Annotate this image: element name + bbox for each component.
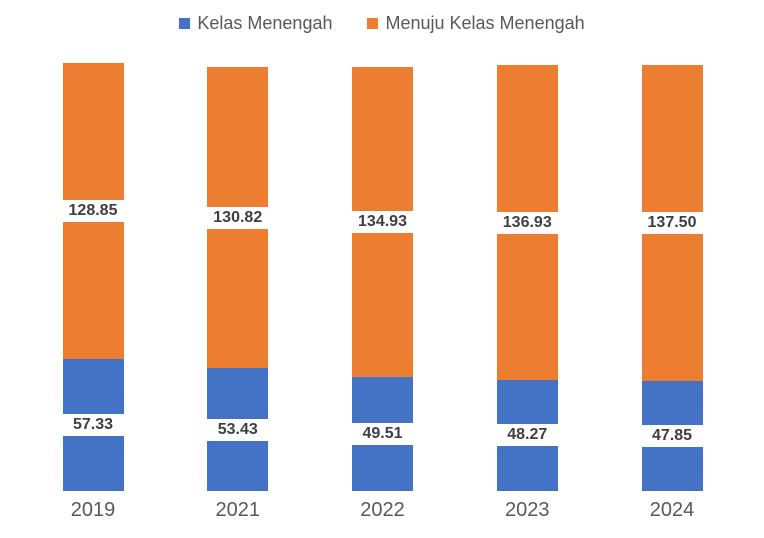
legend-item-kelas-menengah: Kelas Menengah <box>179 13 332 34</box>
legend-item-menuju-kelas-menengah: Menuju Kelas Menengah <box>367 13 585 34</box>
data-label-menuju-kelas-menengah-2019: 128.85 <box>61 199 125 222</box>
x-axis-label-2024: 2024 <box>649 499 695 521</box>
data-label-kelas-menengah-2021: 53.43 <box>205 418 270 441</box>
legend-label-menuju-kelas-menengah: Menuju Kelas Menengah <box>385 13 585 33</box>
chart-legend: Kelas Menengah Menuju Kelas Menengah <box>0 13 764 34</box>
data-label-kelas-menengah-2022: 49.51 <box>350 423 415 446</box>
data-label-menuju-kelas-menengah-2024: 137.50 <box>640 211 704 234</box>
data-label-kelas-menengah-2024: 47.85 <box>640 424 704 447</box>
legend-swatch-kelas-menengah <box>179 18 191 29</box>
x-axis-label-2019: 2019 <box>70 499 116 521</box>
x-axis-label-2021: 2021 <box>215 499 261 521</box>
data-label-menuju-kelas-menengah-2023: 136.93 <box>495 211 560 234</box>
data-label-kelas-menengah-2023: 48.27 <box>495 424 560 447</box>
data-label-kelas-menengah-2019: 57.33 <box>61 414 125 437</box>
legend-label-kelas-menengah: Kelas Menengah <box>197 13 333 33</box>
legend-swatch-menuju-kelas-menengah <box>367 18 379 29</box>
data-label-menuju-kelas-menengah-2021: 130.82 <box>205 206 270 229</box>
data-label-menuju-kelas-menengah-2022: 134.93 <box>350 210 415 233</box>
x-axis-label-2023: 2023 <box>505 499 550 521</box>
x-axis-label-2022: 2022 <box>360 499 405 521</box>
